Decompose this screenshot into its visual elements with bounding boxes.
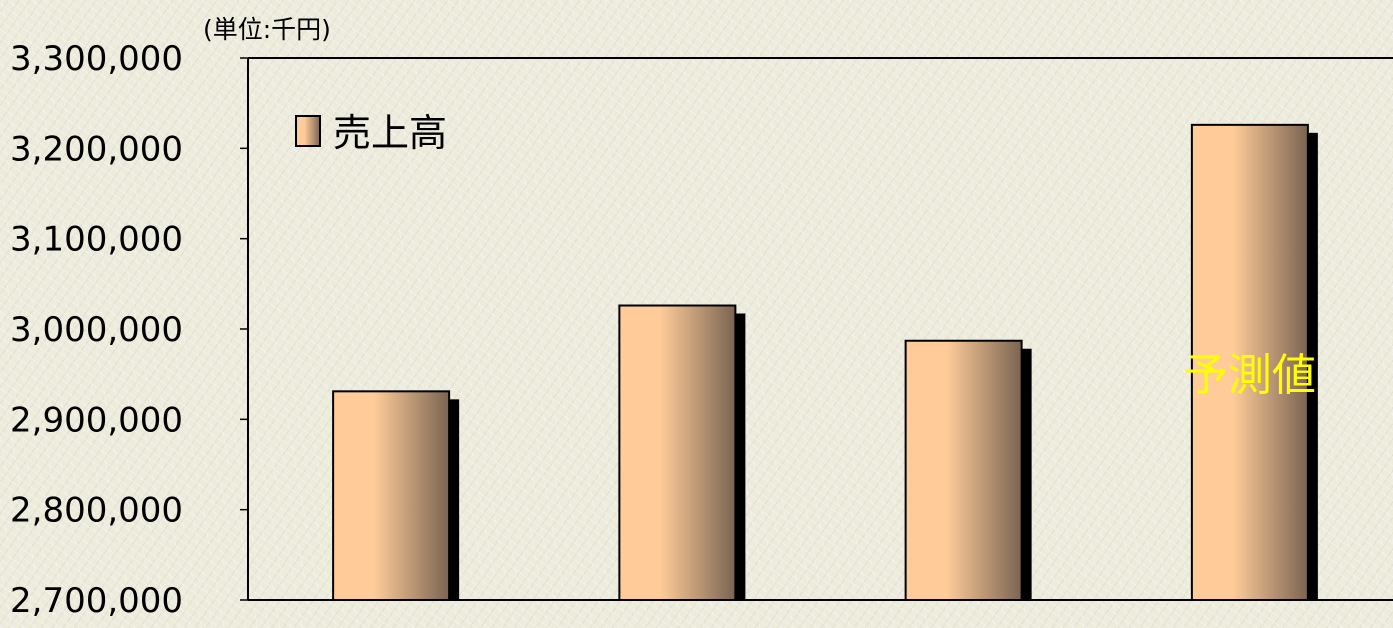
y-tick-label: 2,900,000 <box>10 400 183 440</box>
y-tick-label: 3,100,000 <box>10 220 183 260</box>
y-tick-label: 3,000,000 <box>10 310 183 350</box>
bar <box>332 390 451 601</box>
legend-label: 売上高 <box>333 111 447 155</box>
bar <box>1190 123 1309 601</box>
y-tick-label: 3,300,000 <box>10 39 183 79</box>
unit-label: (単位:千円) <box>203 15 331 44</box>
y-tick-label: 2,800,000 <box>10 491 183 531</box>
forecast-annotation: 予測値 <box>1184 350 1316 401</box>
bar <box>904 339 1023 601</box>
legend-swatch <box>295 115 321 147</box>
bar-series <box>332 123 1318 601</box>
legend: 売上高 <box>295 111 447 155</box>
y-tick-label: 2,700,000 <box>10 581 183 621</box>
y-axis-ticks: 2,700,000 2,800,000 2,900,000 3,000,000 3,10… <box>10 39 248 621</box>
y-tick-label: 3,200,000 <box>10 129 183 169</box>
bar <box>618 304 737 601</box>
